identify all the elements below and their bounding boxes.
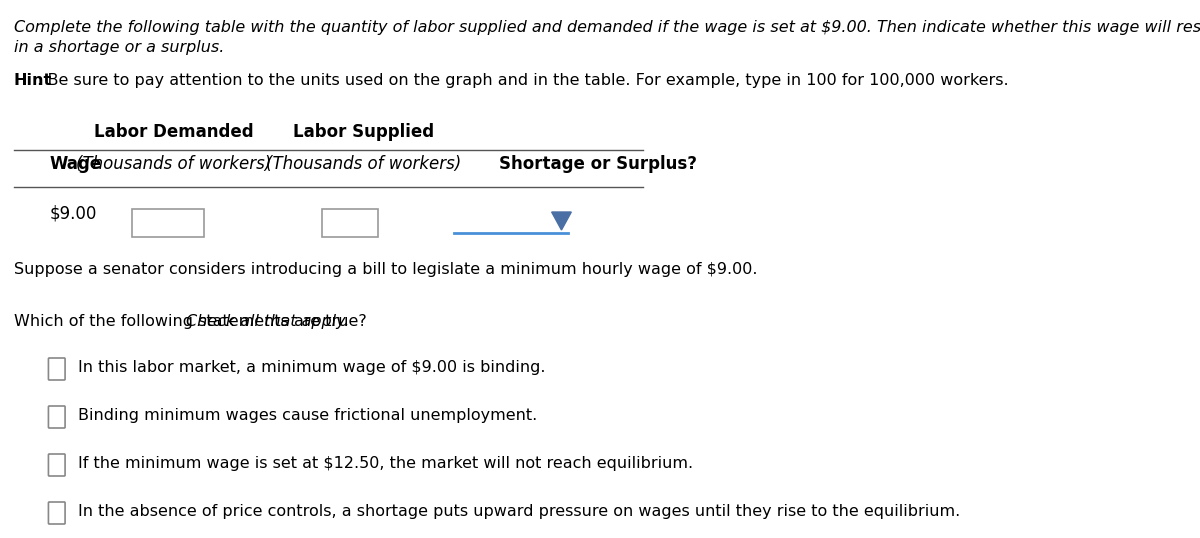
Text: $9.00: $9.00 [49,205,96,223]
FancyBboxPatch shape [48,406,65,428]
Text: In this labor market, a minimum wage of $9.00 is binding.: In this labor market, a minimum wage of … [78,360,546,375]
Text: Hint: Hint [13,73,52,88]
Text: Which of the following statements are true?: Which of the following statements are tr… [13,314,372,329]
Text: In the absence of price controls, a shortage puts upward pressure on wages until: In the absence of price controls, a shor… [78,504,960,519]
Text: Suppose a senator considers introducing a bill to legislate a minimum hourly wag: Suppose a senator considers introducing … [13,262,757,277]
Text: (Thousands of workers): (Thousands of workers) [265,155,461,173]
FancyBboxPatch shape [48,502,65,524]
Text: Check all that apply.: Check all that apply. [186,314,349,329]
Text: Labor Demanded: Labor Demanded [95,123,254,141]
FancyBboxPatch shape [132,209,204,237]
Polygon shape [552,212,571,230]
Text: in a shortage or a surplus.: in a shortage or a surplus. [13,40,224,55]
Text: Shortage or Surplus?: Shortage or Surplus? [499,155,697,173]
FancyBboxPatch shape [48,358,65,380]
Text: Labor Supplied: Labor Supplied [293,123,433,141]
Text: If the minimum wage is set at $12.50, the market will not reach equilibrium.: If the minimum wage is set at $12.50, th… [78,456,694,471]
FancyBboxPatch shape [322,209,378,237]
Text: Complete the following table with the quantity of labor supplied and demanded if: Complete the following table with the qu… [13,20,1200,35]
FancyBboxPatch shape [48,454,65,476]
Text: : Be sure to pay attention to the units used on the graph and in the table. For : : Be sure to pay attention to the units … [37,73,1009,88]
Text: Wage: Wage [49,155,101,173]
Text: Binding minimum wages cause frictional unemployment.: Binding minimum wages cause frictional u… [78,408,538,423]
Text: (Thousands of workers): (Thousands of workers) [77,155,271,173]
